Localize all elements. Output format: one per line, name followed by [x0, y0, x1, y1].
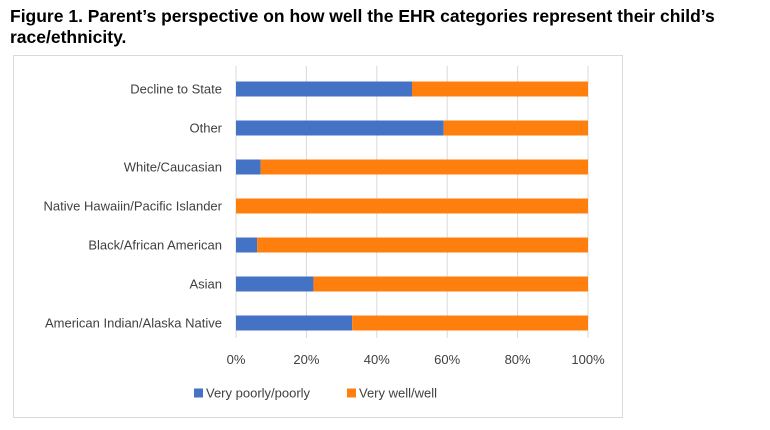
bar-segment-very-poorly-poorly: [236, 159, 261, 175]
x-tick-label: 60%: [434, 352, 460, 367]
x-tick-label: 20%: [293, 352, 319, 367]
bar-segment-very-well-well: [236, 198, 588, 214]
legend-label: Very poorly/poorly: [206, 386, 311, 401]
legend-swatch: [194, 388, 203, 398]
x-tick-label: 80%: [505, 352, 531, 367]
chart-area: Decline to State Other White/Caucasian Nati…: [13, 55, 623, 418]
bar-segment-very-well-well: [313, 276, 588, 292]
bar-segment-very-well-well: [352, 315, 588, 331]
category-label: Black/African American: [88, 238, 222, 253]
legend-label: Very well/well: [359, 386, 437, 401]
bar-segment-very-poorly-poorly: [236, 237, 258, 253]
bar-segment-very-well-well: [443, 120, 588, 136]
x-tick-label: 0%: [227, 352, 246, 367]
bar-segment-very-well-well: [412, 81, 588, 97]
x-tick-label: 100%: [571, 352, 605, 367]
bar-segment-very-poorly-poorly: [236, 315, 353, 331]
x-tick-label: 40%: [364, 352, 390, 367]
category-label: White/Caucasian: [124, 160, 222, 175]
bar-segment-very-well-well: [260, 159, 588, 175]
category-label: American Indian/Alaska Native: [45, 316, 222, 331]
bar-segment-very-poorly-poorly: [236, 120, 444, 136]
figure-title: Figure 1. Parent’s perspective on how we…: [10, 6, 715, 47]
category-label: Native Hawaiin/Pacific Islander: [44, 199, 223, 214]
category-label: Other: [189, 121, 222, 136]
bar-chart: Decline to State Other White/Caucasian Nati…: [44, 66, 605, 401]
category-label: Asian: [189, 277, 222, 292]
bar-segment-very-poorly-poorly: [236, 81, 412, 97]
legend-swatch: [347, 388, 356, 398]
bar-segment-very-well-well: [257, 237, 588, 253]
category-label: Decline to State: [130, 82, 222, 97]
bar-segment-very-poorly-poorly: [236, 276, 314, 292]
